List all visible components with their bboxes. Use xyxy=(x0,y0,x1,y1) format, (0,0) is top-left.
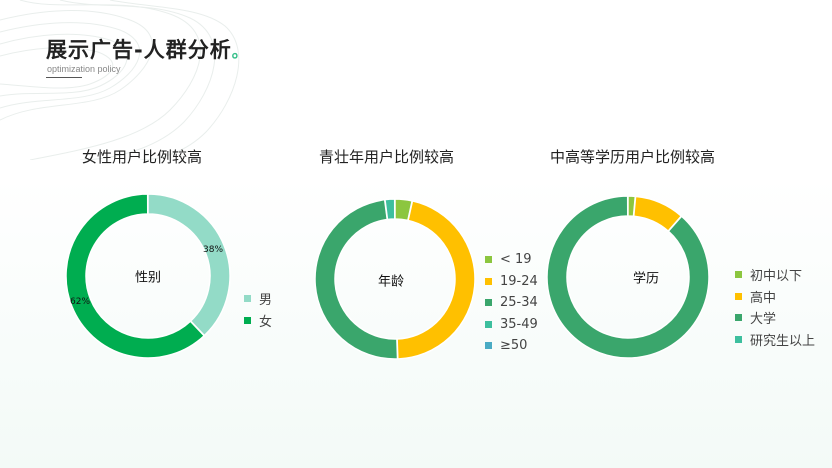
age-donut-chart xyxy=(314,198,476,360)
title-dot: 。 xyxy=(231,42,249,61)
legend-item-研究生以上: 研究生以上 xyxy=(735,329,815,351)
data-label-female: 62% xyxy=(69,297,91,307)
legend-item-19: < 19 xyxy=(485,249,538,271)
legend-item-男: 男 xyxy=(244,288,272,310)
legend-swatch xyxy=(735,314,742,322)
data-label-male: 38% xyxy=(202,245,224,255)
education-legend: 初中以下高中大学研究生以上 xyxy=(735,264,815,350)
legend-swatch xyxy=(485,342,492,350)
legend-item-女: 女 xyxy=(244,310,272,332)
legend-label: 高中 xyxy=(750,290,777,306)
legend-swatch xyxy=(485,277,492,285)
gender-center-label: 性别 xyxy=(134,270,162,286)
slice-男 xyxy=(147,193,231,337)
legend-swatch xyxy=(735,292,742,300)
education-donut-chart xyxy=(546,195,710,359)
legend-label: 35-49 xyxy=(500,316,538,332)
decorative-contour-lines xyxy=(0,0,240,160)
gender-legend: 男女 xyxy=(244,288,272,331)
legend-item-初中以下: 初中以下 xyxy=(735,264,815,286)
slice-大学 xyxy=(546,195,710,359)
legend-label: 男 xyxy=(259,293,273,309)
legend-item-高中: 高中 xyxy=(735,286,815,308)
legend-swatch xyxy=(485,256,492,264)
legend-swatch xyxy=(485,320,492,328)
gender-donut-chart xyxy=(65,193,231,359)
age-chart-title: 青壮年用户比例较高 xyxy=(319,148,455,166)
gender-chart-title: 女性用户比例较高 xyxy=(82,148,203,166)
legend-swatch xyxy=(244,316,251,324)
legend-swatch xyxy=(735,335,742,343)
slice-35-49 xyxy=(384,198,396,221)
legend-label: 大学 xyxy=(750,312,777,328)
legend-item-大学: 大学 xyxy=(735,307,815,329)
legend-swatch xyxy=(244,295,251,303)
legend-swatch xyxy=(485,299,492,307)
legend-label: < 19 xyxy=(500,252,532,268)
slice-女 xyxy=(65,193,206,359)
page-title: 展示广告-人群分析。 xyxy=(46,38,249,62)
legend-label: 25-34 xyxy=(500,295,538,311)
legend-item-35-49: 35-49 xyxy=(485,314,538,336)
legend-swatch xyxy=(735,271,742,279)
slice-19-24 xyxy=(396,200,476,360)
legend-label: 研究生以上 xyxy=(750,333,816,349)
education-center-label: 学历 xyxy=(632,271,660,287)
legend-item-50: ≥50 xyxy=(485,335,538,357)
education-chart-title: 中高等学历用户比例较高 xyxy=(550,148,716,166)
subtitle-underline xyxy=(46,77,82,78)
legend-item-25-34: 25-34 xyxy=(485,292,538,314)
legend-item-19-24: 19-24 xyxy=(485,271,538,293)
legend-label: ≥50 xyxy=(500,338,528,354)
legend-label: 19-24 xyxy=(500,273,538,289)
age-legend: < 19 19-24 25-34 35-49 ≥50 xyxy=(485,249,538,357)
legend-label: 初中以下 xyxy=(750,269,803,285)
age-center-label: 年龄 xyxy=(377,274,405,290)
page-subtitle: optimization policy xyxy=(47,64,121,74)
legend-label: 女 xyxy=(259,314,273,330)
